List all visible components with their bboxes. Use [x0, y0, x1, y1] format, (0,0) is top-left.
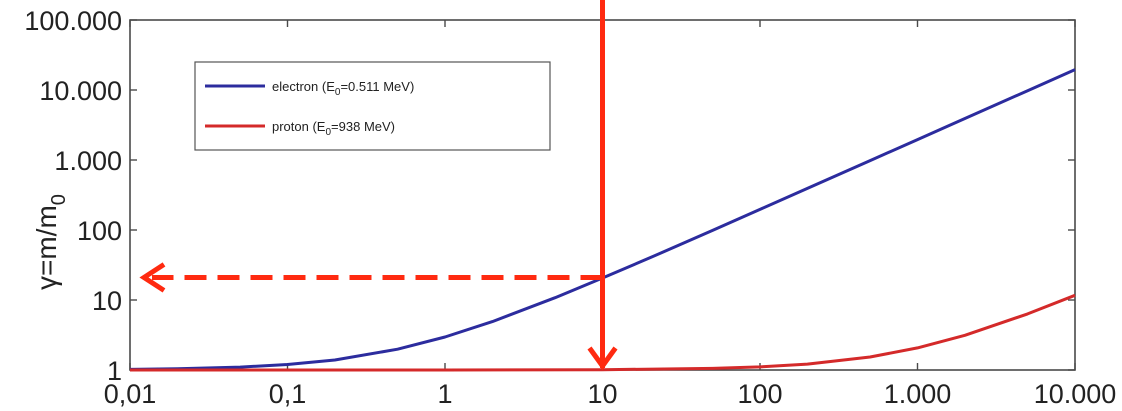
legend-label-proton: proton (E0=938 MeV): [272, 119, 395, 138]
y-tick-label: 100.000: [24, 6, 122, 36]
legend-label-electron: electron (E0=0.511 MeV): [272, 79, 414, 98]
y-tick-label: 10: [92, 286, 122, 316]
vertical-arrowhead: [587, 346, 618, 371]
horizontal-arrowhead: [139, 262, 166, 293]
annotations: [139, 0, 618, 371]
y-tick-label: 100: [77, 216, 122, 246]
x-tick-label: 10.000: [1034, 379, 1117, 409]
y-tick-label: 10.000: [39, 76, 122, 106]
legend-box: [194, 61, 551, 151]
axes: 0,01 0,1 1 10 100 1.000 10.000 1 10 100 1.000 10.00…: [24, 6, 1116, 409]
x-tick-label: 0,1: [269, 379, 307, 409]
legend: electron (E0=0.511 MeV) proton (E0=938 M…: [194, 61, 551, 151]
x-tick-label: 0,01: [104, 379, 157, 409]
series-line-proton: [130, 293, 1076, 372]
y-axis-label: γ=m/m0: [31, 194, 70, 290]
x-tick-label: 1.000: [884, 379, 952, 409]
x-tick-label: 10: [587, 379, 617, 409]
x-tick-label: 1: [437, 379, 452, 409]
x-tick-label: 100: [737, 379, 782, 409]
y-tick-label: 1: [107, 356, 122, 386]
y-tick-label: 1.000: [54, 146, 122, 176]
